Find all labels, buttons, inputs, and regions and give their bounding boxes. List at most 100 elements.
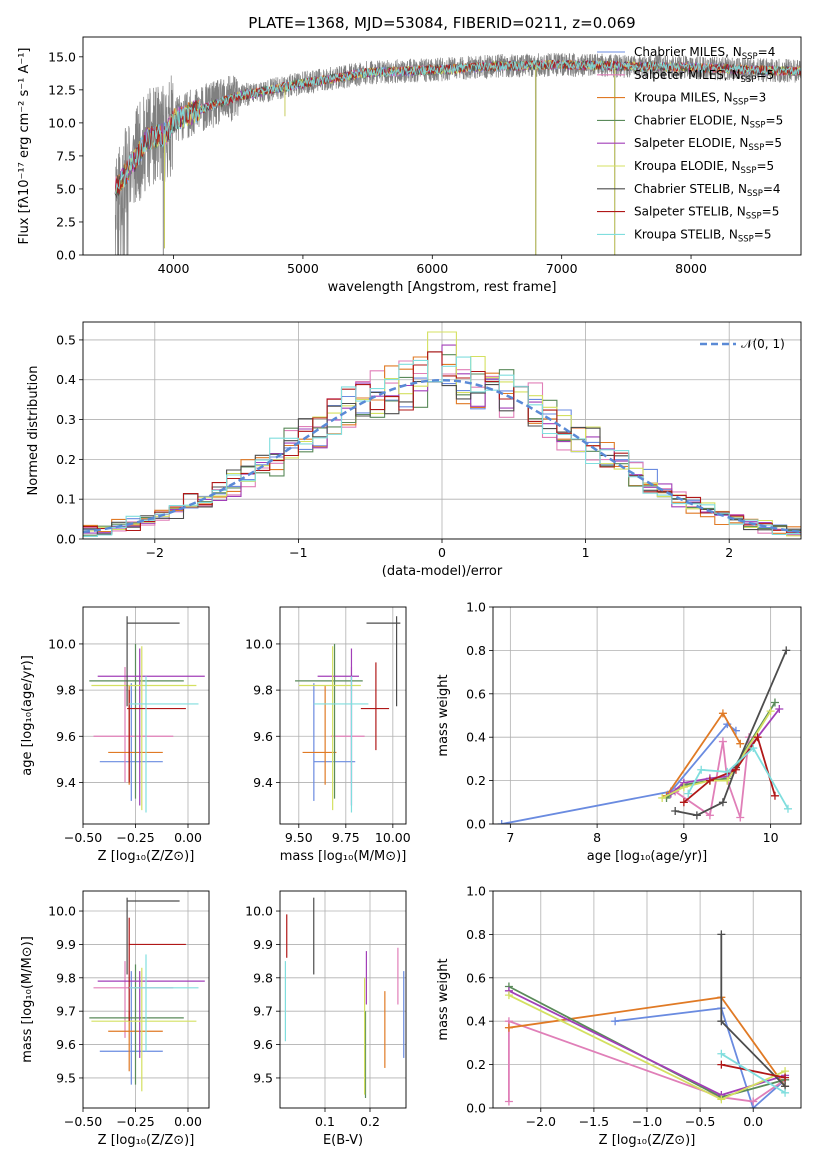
weight-marker-salpeter-stelib <box>753 733 762 742</box>
x-axis-label: Z [log₁₀(Z/Z⊙)] <box>599 1133 696 1148</box>
y-tick-label: 9.8 <box>253 683 273 698</box>
y-tick-label: 0.6 <box>466 686 486 701</box>
weight-marker-kroupa-elodie <box>679 783 688 792</box>
axes-frame <box>279 890 407 1109</box>
x-axis-label: (data-model)/error <box>382 564 503 579</box>
weight-marker-kroupa-miles <box>736 739 745 748</box>
x-tick-label: 2 <box>725 545 733 560</box>
axes-frame <box>82 890 210 1109</box>
weight-marker-kroupa-stelib <box>783 804 792 813</box>
weight-marker-chabrier-stelib <box>717 1017 726 1026</box>
x-tick-label: 0.1 <box>315 1114 335 1129</box>
weight-marker-chabrier-stelib <box>671 806 680 815</box>
y-tick-label: 1.0 <box>466 600 486 615</box>
y-tick-label: 0.2 <box>466 773 486 788</box>
x-tick-label: −2.0 <box>526 1114 556 1129</box>
weight-marker-chabrier-stelib <box>718 798 727 807</box>
x-tick-label: −2 <box>146 545 164 560</box>
weight-marker-chabrier-elodie <box>770 698 779 707</box>
x-tick-label: −0.25 <box>116 1114 154 1129</box>
y-tick-label: 9.7 <box>56 1004 76 1019</box>
x-tick-label: 9.75 <box>332 830 360 845</box>
legend-entry-kroupa-elodie: Kroupa ELODIE, NSSP=5 <box>634 159 774 176</box>
x-tick-label: −1.0 <box>632 1114 662 1129</box>
plot-area-mass-Z <box>83 891 209 1108</box>
legend-entry-salpeter-miles: Salpeter MILES, NSSP=5 <box>634 68 774 85</box>
x-axis-label: Z [log₁₀(Z/Z⊙)] <box>98 1133 195 1148</box>
y-tick-label: 9.6 <box>253 1037 273 1052</box>
y-tick-label: 0.0 <box>56 248 76 263</box>
histogram-salpeter-stelib <box>83 351 801 534</box>
x-tick-label: 1 <box>582 545 590 560</box>
weight-marker-kroupa-elodie <box>717 1095 726 1104</box>
y-tick-label: 9.8 <box>253 970 273 985</box>
legend-entry-kroupa-stelib: Kroupa STELIB, NSSP=5 <box>634 227 772 244</box>
y-tick-label: 0.8 <box>466 927 486 942</box>
axes-frame <box>492 890 802 1109</box>
weight-marker-chabrier-miles <box>611 1017 620 1026</box>
normal-curve <box>83 378 801 534</box>
axes-frame <box>82 606 210 825</box>
panel-mass-ebv: 0.1 0.2 9.5 9.6 9.7 9.8 9.9 10.0 E(B-V) <box>245 890 407 1148</box>
plot-area-weight-Z <box>493 891 801 1108</box>
weight-marker-kroupa-miles <box>718 709 727 718</box>
panel-age-mass: 9.50 9.75 10.00 9.4 9.6 9.8 10.0 mass [log₁₀(M/… <box>245 606 411 864</box>
weight-marker-salpeter-stelib <box>770 791 779 800</box>
weight-marker-salpeter-miles <box>736 813 745 822</box>
x-axis-label: Z [log₁₀(Z/Z⊙)] <box>98 849 195 864</box>
weight-marker-chabrier-stelib <box>692 811 701 820</box>
weight-marker-kroupa-elodie <box>766 707 775 716</box>
y-tick-label: 10.0 <box>245 636 273 651</box>
x-tick-label: 4000 <box>158 261 190 276</box>
x-tick-label: 6000 <box>416 261 448 276</box>
y-axis-label: age [log₁₀(age/yr)] <box>20 655 35 776</box>
y-tick-label: 9.6 <box>56 1037 76 1052</box>
model-spectrum-kroupa-stelib <box>114 59 801 194</box>
x-tick-label: 0 <box>438 545 446 560</box>
x-tick-label: 9 <box>680 830 688 845</box>
weight-marker-kroupa-miles <box>504 1023 513 1032</box>
y-tick-label: 0.3 <box>56 412 76 427</box>
weight-marker-kroupa-elodie <box>658 793 667 802</box>
y-tick-label: 0.6 <box>466 970 486 985</box>
weight-marker-salpeter-elodie <box>775 704 784 713</box>
spectrum-legend: Chabrier MILES, NSSP=4 Salpeter MILES, NS… <box>597 45 783 244</box>
weight-marker-chabrier-stelib <box>717 930 726 939</box>
y-tick-label: 10.0 <box>245 904 273 919</box>
weight-marker-chabrier-miles <box>497 820 506 824</box>
panel-weight-age: 7 8 9 10 0.0 0.2 0.4 0.6 0.8 1.0 age [log₁₀(age/yr… <box>436 600 802 864</box>
axes-frame <box>82 321 802 540</box>
y-tick-label: 10.0 <box>48 115 76 130</box>
weight-marker-chabrier-stelib <box>782 646 791 655</box>
y-tick-label: 9.4 <box>253 775 273 790</box>
weight-marker-kroupa-stelib <box>749 744 758 753</box>
x-tick-label: 5000 <box>287 261 319 276</box>
y-tick-label: 9.6 <box>56 729 76 744</box>
panel-mass-Z: −0.50 −0.25 0.00 9.5 9.6 9.7 9.8 9.9 10.0 Z [log₁… <box>20 890 210 1148</box>
y-axis-label: mass [log₁₀(M/M⊙)] <box>20 936 35 1063</box>
plot-area-weight-age <box>493 607 801 824</box>
x-tick-label: 10.00 <box>375 830 411 845</box>
legend-entry-kroupa-miles: Kroupa MILES, NSSP=3 <box>634 91 766 108</box>
x-tick-label: −0.50 <box>64 1114 102 1129</box>
y-tick-label: 9.6 <box>253 729 273 744</box>
weight-line-chabrier-miles <box>614 1007 786 1108</box>
x-tick-label: 7000 <box>546 261 578 276</box>
legend-entry-chabrier-stelib: Chabrier STELIB, NSSP=4 <box>634 182 781 199</box>
weight-marker-salpeter-stelib <box>781 1073 790 1082</box>
legend-entry-salpeter-elodie: Salpeter ELODIE, NSSP=5 <box>634 136 782 153</box>
y-tick-label: 5.0 <box>56 181 76 196</box>
weight-marker-salpeter-stelib <box>679 798 688 807</box>
spectrum-title: PLATE=1368, MJD=53084, FIBERID=0211, z=0… <box>248 14 635 32</box>
panel-weight-Z: −2.0 −1.5 −1.0 −0.5 0.0 0.0 0.2 0.4 0.6 0.8 1.0 Z [… <box>436 884 802 1148</box>
legend-entry-salpeter-stelib: Salpeter STELIB, NSSP=5 <box>634 205 779 222</box>
weight-marker-kroupa-stelib <box>717 1049 726 1058</box>
y-tick-label: 0.8 <box>466 643 486 658</box>
weight-marker-kroupa-elodie <box>723 776 732 785</box>
y-tick-label: 15.0 <box>48 49 76 64</box>
x-tick-label: 9.50 <box>285 830 313 845</box>
x-tick-label: 0.00 <box>174 1114 202 1129</box>
legend-entry-chabrier-miles: Chabrier MILES, NSSP=4 <box>634 45 775 62</box>
panel-spectrum: 4000 5000 6000 7000 8000 0.0 2.5 5.0 7.5 10.0 12.5… <box>17 36 802 295</box>
y-tick-label: 0.1 <box>56 492 76 507</box>
